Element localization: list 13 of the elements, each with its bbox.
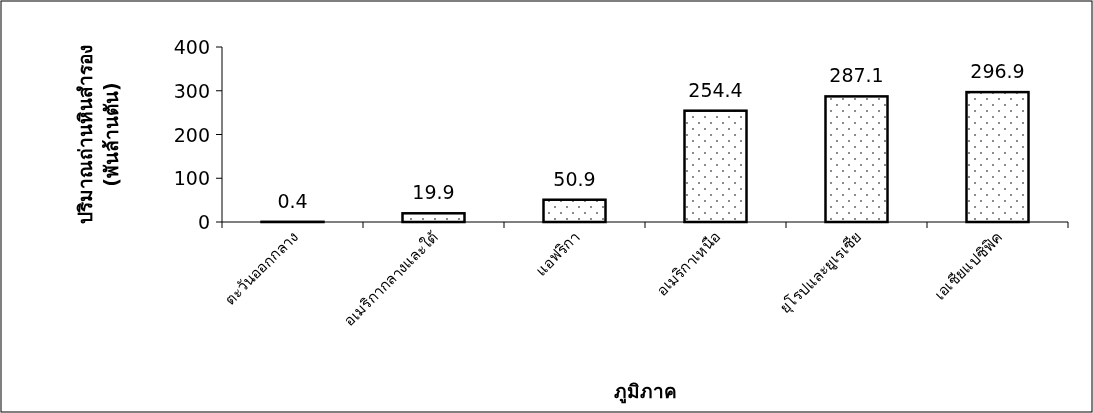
data-label: 0.4 — [277, 189, 308, 212]
y-tick-label: 400 — [173, 36, 210, 58]
x-axis-title: ภูมิภาค — [613, 380, 677, 404]
data-label: 296.9 — [970, 60, 1025, 83]
y-tick-label: 300 — [173, 79, 210, 102]
y-tick-label: 0 — [197, 211, 210, 233]
data-label: 287.1 — [829, 64, 884, 87]
data-label: 254.4 — [688, 78, 743, 101]
data-label: 50.9 — [553, 167, 596, 190]
y-tick-label: 200 — [173, 123, 210, 146]
y-axis-title: ปริมาณถ่านหินสำรอง (พันล้านตัน) — [74, 45, 122, 224]
data-label: 19.9 — [412, 181, 455, 204]
y-tick-label: 100 — [173, 167, 210, 190]
